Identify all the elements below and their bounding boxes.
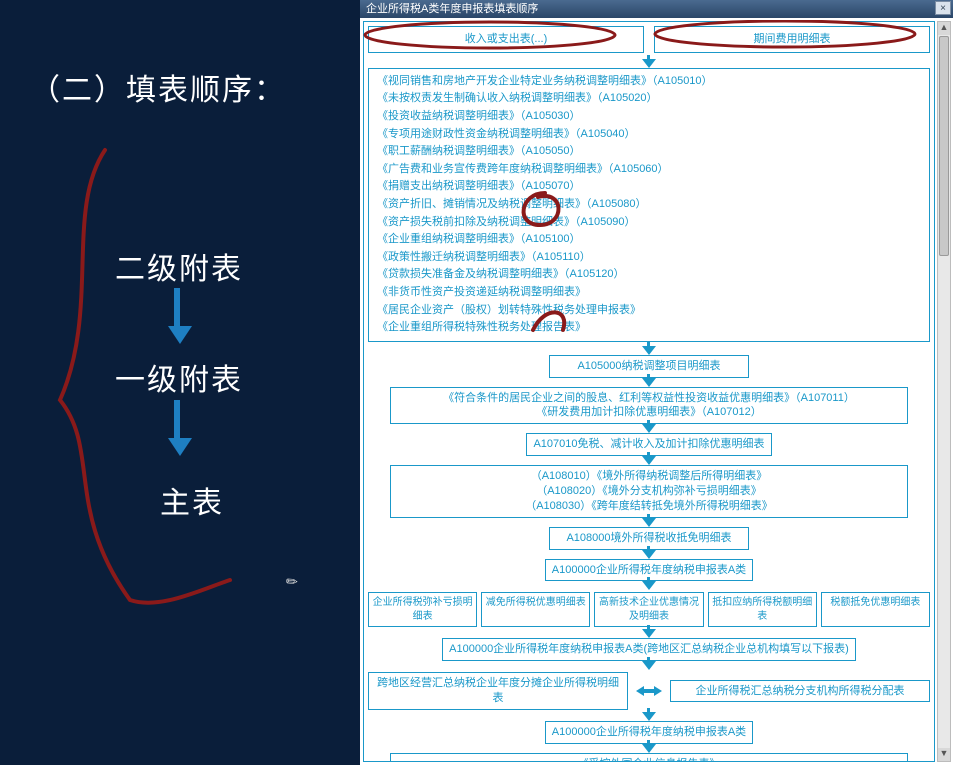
list-item[interactable]: 《未按权责发生制确认收入纳税调整明细表》（A105020）	[377, 90, 921, 108]
arrow-down-icon	[642, 59, 656, 68]
right-panel: 企业所得税A类年度申报表填表顺序 × 收入或支出表(...) 期间费用明细表 《…	[360, 0, 953, 765]
node-a108010-030[interactable]: （A108010）《境外所得纳税调整后所得明细表》 （A108020）《境外分支…	[390, 465, 907, 518]
list-item[interactable]: 《专项用途财政性资金纳税调整明细表》（A105040）	[377, 126, 921, 144]
scroll-down-button[interactable]: ▼	[938, 748, 950, 761]
node-hightech[interactable]: 高新技术企业优惠情况及明细表	[594, 592, 703, 627]
list-item[interactable]: 《非货币性资产投资递延纳税调整明细表》	[377, 284, 921, 302]
text-line: （A108030）《跨年度结转抵免境外所得税明细表》	[397, 499, 900, 514]
main-table-label: 主表	[160, 478, 224, 522]
node-deduction[interactable]: 抵扣应纳所得税额明细表	[708, 592, 817, 627]
top-row: 收入或支出表(...) 期间费用明细表	[368, 26, 930, 53]
list-item[interactable]: 《贷款损失准备金及纳税调整明细表》（A105120）	[377, 266, 921, 284]
left-panel: （二）填表顺序： 二级附表 一级附表 主表 ✎	[0, 0, 360, 765]
window-title: 企业所得税A类年度申报表填表顺序	[366, 3, 538, 15]
section-title: （二）填表顺序：	[30, 65, 286, 109]
list-item[interactable]: 《捐赠支出纳税调整明细表》（A105070）	[377, 178, 921, 196]
arrow-down-icon	[642, 378, 656, 387]
node-cross-region-alloc[interactable]: 跨地区经营汇总纳税企业年度分摊企业所得税明细表	[368, 672, 628, 710]
list-item[interactable]: 《投资收益纳税调整明细表》（A105030）	[377, 108, 921, 126]
text-line: （A108010）《境外所得纳税调整后所得明细表》	[397, 469, 900, 484]
scroll-thumb[interactable]	[939, 36, 949, 256]
list-item[interactable]: 《资产折旧、摊销情况及纳税调整明细表》（A105080）	[377, 196, 921, 214]
flowchart: 收入或支出表(...) 期间费用明细表 《视同销售和房地产开发企业特定业务纳税调…	[368, 26, 930, 762]
text-line: 《研发费用加计扣除优惠明细表》（A107012）	[397, 405, 900, 420]
arrow-down-icon	[642, 661, 656, 670]
node-tax-credit[interactable]: 税额抵免优惠明细表	[821, 592, 930, 627]
text-line: 《受控外国企业信息报告表》	[397, 757, 900, 762]
level-1-label: 一级附表	[115, 355, 243, 399]
list-item[interactable]: 《政策性搬迁纳税调整明细表》（A105110）	[377, 249, 921, 267]
list-item[interactable]: 《企业重组纳税调整明细表》（A105100）	[377, 231, 921, 249]
arrow-down-icon	[642, 744, 656, 753]
arrow-down-icon	[642, 629, 656, 638]
window-titlebar: 企业所得税A类年度申报表填表顺序 ×	[360, 0, 953, 18]
flowchart-viewport: 收入或支出表(...) 期间费用明细表 《视同销售和房地产开发企业特定业务纳税调…	[363, 21, 935, 762]
arrow-both-icon	[636, 684, 662, 698]
node-branch-alloc[interactable]: 企业所得税汇总纳税分支机构所得税分配表	[670, 680, 930, 703]
node-a107011-a107012[interactable]: 《符合条件的居民企业之间的股息、红利等权益性投资收益优惠明细表》（A107011…	[390, 387, 907, 425]
list-item[interactable]: 《职工薪酬纳税调整明细表》（A105050）	[377, 143, 921, 161]
text-line: （A108020）《境外分支机构弥补亏损明细表》	[397, 484, 900, 499]
arrow-down-icon	[642, 518, 656, 527]
adjustment-forms-list: 《视同销售和房地产开发企业特定业务纳税调整明细表》（A105010）《未按权责发…	[368, 68, 930, 342]
down-arrow-icon	[168, 400, 186, 456]
list-item[interactable]: 《居民企业资产（股权）划转特殊性税务处理申报表》	[377, 302, 921, 320]
node-income-expense[interactable]: 收入或支出表(...)	[368, 26, 644, 53]
list-item[interactable]: 《资产损失税前扣除及纳税调整明细表》（A105090）	[377, 214, 921, 232]
arrow-down-icon	[642, 346, 656, 355]
text-line: 《符合条件的居民企业之间的股息、红利等权益性投资收益优惠明细表》（A107011…	[397, 391, 900, 406]
down-arrow-icon	[168, 288, 186, 344]
pen-cursor-icon: ✎	[282, 570, 302, 590]
arrow-down-icon	[642, 712, 656, 721]
node-period-expense[interactable]: 期间费用明细表	[654, 26, 930, 53]
arrow-down-icon	[642, 456, 656, 465]
arrow-down-icon	[642, 581, 656, 590]
scroll-up-button[interactable]: ▲	[938, 22, 950, 35]
node-tax-reduction[interactable]: 减免所得税优惠明细表	[481, 592, 590, 627]
five-detail-row: 企业所得税弥补亏损明细表 减免所得税优惠明细表 高新技术企业优惠情况及明细表 抵…	[368, 592, 930, 627]
node-loss-offset[interactable]: 企业所得税弥补亏损明细表	[368, 592, 477, 627]
cross-region-row: 跨地区经营汇总纳税企业年度分摊企业所得税明细表 企业所得税汇总纳税分支机构所得税…	[368, 672, 930, 710]
arrow-down-icon	[642, 424, 656, 433]
list-item[interactable]: 《广告费和业务宣传费跨年度纳税调整明细表》（A105060）	[377, 161, 921, 179]
vertical-scrollbar[interactable]: ▲ ▼	[937, 21, 951, 762]
list-item[interactable]: 《视同销售和房地产开发企业特定业务纳税调整明细表》（A105010）	[377, 73, 921, 91]
level-2-label: 二级附表	[115, 244, 243, 288]
list-item[interactable]: 《企业重组所得税特殊性税务处理报告表》	[377, 319, 921, 337]
node-final-reports[interactable]: 《受控外国企业信息报告表》 《海上油气生产设施开置弃核况表》	[390, 753, 907, 762]
close-button[interactable]: ×	[935, 1, 951, 15]
arrow-down-icon	[642, 550, 656, 559]
